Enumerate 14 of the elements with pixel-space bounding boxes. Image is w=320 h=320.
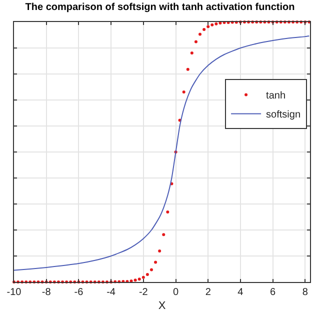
x-axis-title: X [158,300,166,312]
x-tick-label: 8 [302,287,308,298]
x-tick-label: 6 [270,287,276,298]
legend-label: tanh [266,90,286,102]
x-tick-label: 2 [205,287,212,298]
legend-label: softsign [266,110,301,121]
x-tick-label: -2 [138,287,148,298]
x-tick-label: -6 [74,287,84,298]
x-tick-label: 0 [172,287,179,298]
x-tick-label: -8 [42,287,52,298]
chart-title: The comparison of softsign with tanh activation function [25,2,295,14]
x-tick-label: 4 [238,287,244,298]
x-tick-label: -4 [106,287,116,298]
x-tick-label: -10 [6,287,22,298]
